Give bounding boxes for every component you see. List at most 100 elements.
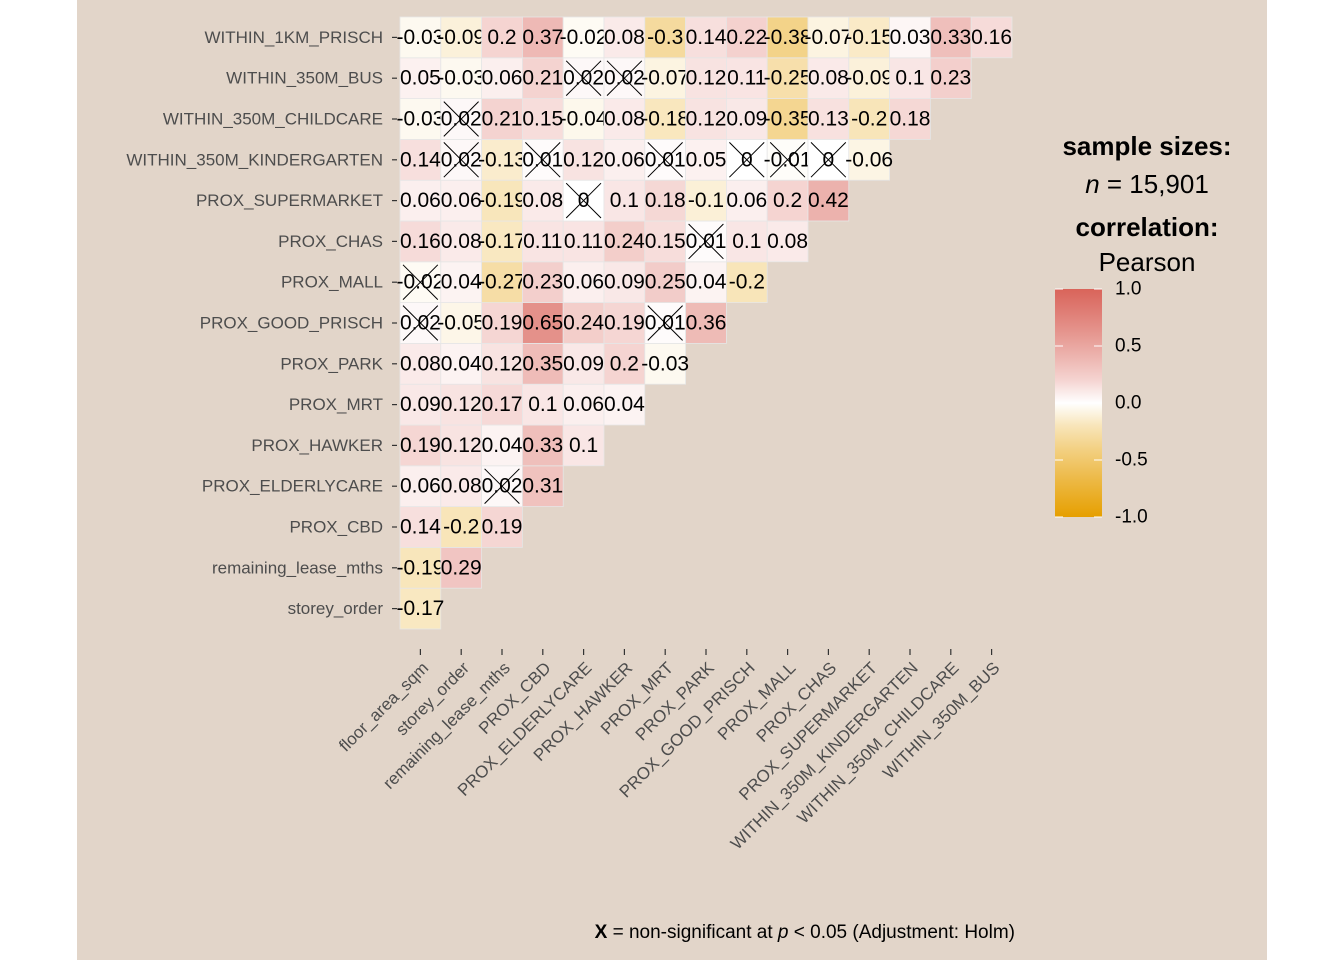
cell-value-label: -0.35 <box>764 108 812 131</box>
non-significant-cross <box>402 264 439 300</box>
non-significant-cross <box>443 101 479 137</box>
heatmap-cell <box>440 220 482 263</box>
heatmap-cell <box>562 98 605 140</box>
cell-value-label: -0.3 <box>647 26 683 49</box>
cell-value-label: 0.65 <box>522 312 563 335</box>
heatmap-cell <box>562 342 605 385</box>
cell-value-label: 0.06 <box>563 271 604 294</box>
cell-value-label: 0.13 <box>808 108 849 131</box>
cell-value-label: 0.11 <box>523 230 562 253</box>
cell-value-label: 0.12 <box>441 434 482 457</box>
cell-value-label: 0.18 <box>645 189 686 212</box>
y-tick-label-prox-mall: PROX_MALL <box>281 273 383 292</box>
non-significant-cross <box>443 142 479 178</box>
heatmap-cell <box>481 342 523 385</box>
cell-value-label: 0.2 <box>487 26 516 49</box>
cell-value-label: 0.09 <box>726 108 767 131</box>
cell-value-label: 0.08 <box>604 108 645 131</box>
cell-value-label: -0.03 <box>641 352 689 375</box>
cell-value-label: 0.05 <box>400 67 441 90</box>
non-significant-cross <box>729 142 765 178</box>
heatmap-cell <box>603 138 646 181</box>
cell-value-label: 0.09 <box>400 393 441 416</box>
y-tick-label-prox-good-prisch: PROX_GOOD_PRISCH <box>200 314 383 333</box>
cell-value-label: -0.02 <box>560 26 608 49</box>
cell-value-label: -0.07 <box>804 26 852 49</box>
heatmap-cell <box>848 16 890 59</box>
cell-value-label: -0.19 <box>478 189 526 212</box>
heatmap-cell <box>399 179 442 222</box>
non-significant-cross <box>484 468 520 504</box>
cell-value-label: -0.2 <box>851 108 887 131</box>
heatmap-cell <box>603 261 646 303</box>
cell-value-label: 0.36 <box>686 312 727 335</box>
cell-value-label: 0.06 <box>400 189 441 212</box>
heatmap-cell <box>603 302 646 344</box>
heatmap-cell <box>399 383 442 426</box>
cell-value-label: -0.05 <box>437 312 485 335</box>
cell-value-label: -0.15 <box>845 26 893 49</box>
heatmap-cell <box>726 16 768 59</box>
heatmap-cell <box>440 16 482 59</box>
heatmap-cell <box>970 16 1013 59</box>
non-significant-cross <box>565 182 602 219</box>
legend-sample-size: n = 15,901 <box>1085 169 1209 199</box>
cell-value-label: 0.06 <box>563 393 604 416</box>
heatmap-cell <box>848 138 890 181</box>
chart-panel: storey_order -0.17 remaining_lease_mths -0.… <box>77 0 1267 960</box>
correlation-heatmap: storey_order -0.17 remaining_lease_mths -0.… <box>77 0 1267 960</box>
heatmap-cell <box>481 16 523 59</box>
y-tick-label-storey-order: storey_order <box>288 599 384 618</box>
heatmap-cell <box>603 98 646 140</box>
heatmap-cell <box>685 16 727 59</box>
cell-value-label: 0.06 <box>726 189 767 212</box>
cell-value-label: 0.09 <box>563 352 604 375</box>
heatmap-cell <box>481 220 523 263</box>
cell-value-label: -0.17 <box>478 230 526 253</box>
legend-correlation-method: Pearson <box>1099 247 1196 277</box>
cell-value-label: 0.08 <box>604 26 645 49</box>
heatmap-cell <box>644 98 686 140</box>
non-significant-cross <box>688 223 724 260</box>
cell-value-label: 0.12 <box>482 352 523 375</box>
cell-value-label: -0.07 <box>641 67 689 90</box>
cell-value-label: 0.19 <box>604 312 645 335</box>
cell-value-label: 0.15 <box>645 230 686 253</box>
y-tick-label-within-350m-kindergarten: WITHIN_350M_KINDERGARTEN <box>126 150 383 169</box>
legend-tick-label: 0.0 <box>1115 393 1141 414</box>
heatmap-cell <box>562 424 605 467</box>
cell-value-label: 0.37 <box>522 26 563 49</box>
heatmap-cell <box>807 16 850 59</box>
heatmap-cell <box>521 383 564 426</box>
heatmap-cell <box>399 16 442 59</box>
non-significant-cross <box>647 142 683 178</box>
heatmap-cell <box>399 424 442 467</box>
cell-value-label: 0.1 <box>528 393 557 416</box>
non-significant-cross <box>606 60 643 96</box>
non-significant-cross <box>769 142 806 178</box>
cell-value-label: -0.27 <box>478 271 526 294</box>
cell-value-label: 0.33 <box>930 26 971 49</box>
heatmap-cell <box>399 587 442 630</box>
heatmap-cell <box>644 220 686 263</box>
cell-value-label: -0.2 <box>729 271 765 294</box>
heatmap-cell <box>766 98 809 140</box>
y-tick-label-prox-mrt: PROX_MRT <box>289 395 383 414</box>
cell-value-label: 0.04 <box>686 271 727 294</box>
legend-tick-label: 1.0 <box>1115 279 1141 300</box>
cell-value-label: 0.12 <box>441 393 482 416</box>
cell-value-label: 0.06 <box>604 148 645 171</box>
heatmap-cell <box>644 16 686 59</box>
legend-sample-title: sample sizes: <box>1062 131 1231 161</box>
non-significant-cross <box>525 142 561 178</box>
cell-value-label: -0.17 <box>396 597 444 620</box>
cell-value-label: 0.35 <box>522 352 563 375</box>
cell-value-label: -0.38 <box>764 26 812 49</box>
cell-value-label: -0.09 <box>437 26 485 49</box>
heatmap-cell <box>766 57 809 99</box>
heatmap-cell <box>644 57 686 99</box>
cell-value-label: 0.06 <box>441 189 482 212</box>
cell-value-label: 0.24 <box>604 230 645 253</box>
cell-value-label: 0.19 <box>482 312 523 335</box>
heatmap-cell <box>399 342 442 385</box>
